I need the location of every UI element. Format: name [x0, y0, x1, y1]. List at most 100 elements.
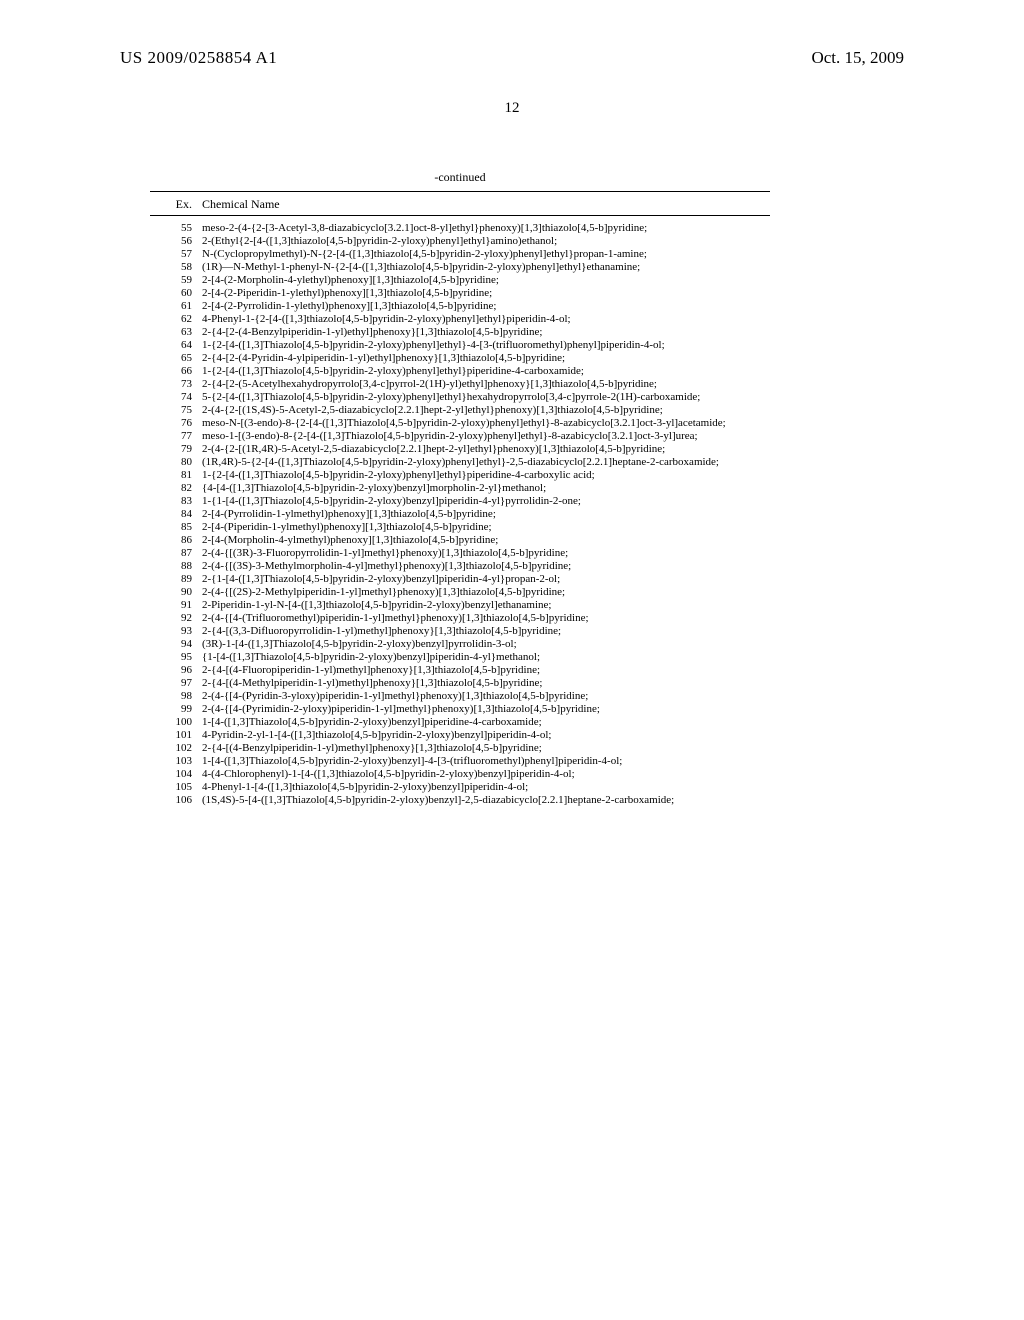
- cell-ex: 55: [150, 222, 202, 235]
- cell-ex: 102: [150, 742, 202, 755]
- chemical-names-table: -continued Ex. Chemical Name 55meso-2-(4…: [150, 170, 770, 807]
- cell-ex: 62: [150, 313, 202, 326]
- table-body: 55meso-2-(4-{2-[3-Acetyl-3,8-diazabicycl…: [150, 216, 770, 807]
- cell-ex: 96: [150, 664, 202, 677]
- cell-chemical-name: 1-[4-([1,3]Thiazolo[4,5-b]pyridin-2-ylox…: [202, 716, 770, 729]
- table-row: 82{4-[4-([1,3]Thiazolo[4,5-b]pyridin-2-y…: [150, 482, 770, 495]
- cell-chemical-name: 2-(4-{[4-(Pyrimidin-2-yloxy)piperidin-1-…: [202, 703, 770, 716]
- cell-ex: 89: [150, 573, 202, 586]
- cell-chemical-name: (1S,4S)-5-[4-([1,3]Thiazolo[4,5-b]pyridi…: [202, 794, 770, 807]
- cell-ex: 58: [150, 261, 202, 274]
- cell-ex: 94: [150, 638, 202, 651]
- table-row: 661-{2-[4-([1,3]Thiazolo[4,5-b]pyridin-2…: [150, 365, 770, 378]
- cell-chemical-name: 1-{2-[4-([1,3]Thiazolo[4,5-b]pyridin-2-y…: [202, 339, 770, 352]
- cell-chemical-name: 4-Pyridin-2-yl-1-[4-([1,3]thiazolo[4,5-b…: [202, 729, 770, 742]
- cell-ex: 91: [150, 599, 202, 612]
- cell-ex: 81: [150, 469, 202, 482]
- table-row: 592-[4-(2-Morpholin-4-ylethyl)phenoxy][1…: [150, 274, 770, 287]
- cell-chemical-name: 2-(4-{[(3R)-3-Fluoropyrrolidin-1-yl]meth…: [202, 547, 770, 560]
- col-header-name: Chemical Name: [202, 197, 770, 212]
- cell-ex: 92: [150, 612, 202, 625]
- table-row: 852-[4-(Piperidin-1-ylmethyl)phenoxy][1,…: [150, 521, 770, 534]
- table-row: 912-Piperidin-1-yl-N-[4-([1,3]thiazolo[4…: [150, 599, 770, 612]
- cell-chemical-name: 2-(4-{[(3S)-3-Methylmorpholin-4-yl]methy…: [202, 560, 770, 573]
- cell-ex: 59: [150, 274, 202, 287]
- cell-chemical-name: 2-{4-[(3,3-Difluoropyrrolidin-1-yl)methy…: [202, 625, 770, 638]
- cell-chemical-name: 2-[4-(2-Piperidin-1-ylethyl)phenoxy][1,3…: [202, 287, 770, 300]
- table-row: 831-{1-[4-([1,3]Thiazolo[4,5-b]pyridin-2…: [150, 495, 770, 508]
- cell-chemical-name: meso-1-[(3-endo)-8-{2-[4-([1,3]Thiazolo[…: [202, 430, 770, 443]
- table-row: 562-(Ethyl{2-[4-([1,3]thiazolo[4,5-b]pyr…: [150, 235, 770, 248]
- table-row: 76meso-N-[(3-endo)-8-{2-[4-([1,3]Thiazol…: [150, 417, 770, 430]
- cell-chemical-name: (3R)-1-[4-([1,3]Thiazolo[4,5-b]pyridin-2…: [202, 638, 770, 651]
- table-row: 882-(4-{[(3S)-3-Methylmorpholin-4-yl]met…: [150, 560, 770, 573]
- cell-chemical-name: 1-{2-[4-([1,3]Thiazolo[4,5-b]pyridin-2-y…: [202, 365, 770, 378]
- table-row: 1014-Pyridin-2-yl-1-[4-([1,3]thiazolo[4,…: [150, 729, 770, 742]
- table-row: 641-{2-[4-([1,3]Thiazolo[4,5-b]pyridin-2…: [150, 339, 770, 352]
- table-row: 106(1S,4S)-5-[4-([1,3]Thiazolo[4,5-b]pyr…: [150, 794, 770, 807]
- table-row: 95{1-[4-([1,3]Thiazolo[4,5-b]pyridin-2-y…: [150, 651, 770, 664]
- table-row: 77meso-1-[(3-endo)-8-{2-[4-([1,3]Thiazol…: [150, 430, 770, 443]
- cell-chemical-name: {1-[4-([1,3]Thiazolo[4,5-b]pyridin-2-ylo…: [202, 651, 770, 664]
- cell-ex: 100: [150, 716, 202, 729]
- cell-chemical-name: 2-[4-(Morpholin-4-ylmethyl)phenoxy][1,3]…: [202, 534, 770, 547]
- cell-ex: 99: [150, 703, 202, 716]
- cell-ex: 86: [150, 534, 202, 547]
- table-row: 624-Phenyl-1-{2-[4-([1,3]thiazolo[4,5-b]…: [150, 313, 770, 326]
- cell-ex: 73: [150, 378, 202, 391]
- cell-chemical-name: 2-{1-[4-([1,3]Thiazolo[4,5-b]pyridin-2-y…: [202, 573, 770, 586]
- table-row: 652-{4-[2-(4-Pyridin-4-ylpiperidin-1-yl)…: [150, 352, 770, 365]
- cell-chemical-name: 4-(4-Chlorophenyl)-1-[4-([1,3]thiazolo[4…: [202, 768, 770, 781]
- cell-ex: 75: [150, 404, 202, 417]
- publication-date: Oct. 15, 2009: [811, 48, 904, 68]
- cell-chemical-name: (1R,4R)-5-{2-[4-([1,3]Thiazolo[4,5-b]pyr…: [202, 456, 770, 469]
- table-row: 612-[4-(2-Pyrrolidin-1-ylethyl)phenoxy][…: [150, 300, 770, 313]
- cell-chemical-name: 2-(4-{[4-(Pyridin-3-yloxy)piperidin-1-yl…: [202, 690, 770, 703]
- table-row: 58(1R)—N-Methyl-1-phenyl-N-{2-[4-([1,3]t…: [150, 261, 770, 274]
- cell-chemical-name: 2-[4-(Piperidin-1-ylmethyl)phenoxy][1,3]…: [202, 521, 770, 534]
- cell-ex: 103: [150, 755, 202, 768]
- cell-chemical-name: 1-{2-[4-([1,3]Thiazolo[4,5-b]pyridin-2-y…: [202, 469, 770, 482]
- cell-chemical-name: 1-[4-([1,3]Thiazolo[4,5-b]pyridin-2-ylox…: [202, 755, 770, 768]
- cell-chemical-name: (1R)—N-Methyl-1-phenyl-N-{2-[4-([1,3]thi…: [202, 261, 770, 274]
- cell-ex: 80: [150, 456, 202, 469]
- page-header: US 2009/0258854 A1 Oct. 15, 2009: [0, 48, 1024, 68]
- cell-chemical-name: 2-{4-[2-(4-Pyridin-4-ylpiperidin-1-yl)et…: [202, 352, 770, 365]
- table-row: 902-(4-{[(2S)-2-Methylpiperidin-1-yl]met…: [150, 586, 770, 599]
- table-row: 972-{4-[(4-Methylpiperidin-1-yl)methyl]p…: [150, 677, 770, 690]
- table-row: 55meso-2-(4-{2-[3-Acetyl-3,8-diazabicycl…: [150, 222, 770, 235]
- cell-ex: 63: [150, 326, 202, 339]
- cell-chemical-name: 4-Phenyl-1-[4-([1,3]thiazolo[4,5-b]pyrid…: [202, 781, 770, 794]
- patent-id: US 2009/0258854 A1: [120, 48, 277, 68]
- table-row: 602-[4-(2-Piperidin-1-ylethyl)phenoxy][1…: [150, 287, 770, 300]
- cell-ex: 65: [150, 352, 202, 365]
- cell-ex: 61: [150, 300, 202, 313]
- cell-chemical-name: 2-{4-[2-(5-Acetylhexahydropyrrolo[3,4-c]…: [202, 378, 770, 391]
- table-row: 842-[4-(Pyrrolidin-1-ylmethyl)phenoxy][1…: [150, 508, 770, 521]
- table-row: 982-(4-{[4-(Pyridin-3-yloxy)piperidin-1-…: [150, 690, 770, 703]
- cell-chemical-name: 4-Phenyl-1-{2-[4-([1,3]thiazolo[4,5-b]py…: [202, 313, 770, 326]
- page-number: 12: [0, 100, 1024, 117]
- cell-ex: 106: [150, 794, 202, 807]
- cell-ex: 90: [150, 586, 202, 599]
- cell-chemical-name: meso-N-[(3-endo)-8-{2-[4-([1,3]Thiazolo[…: [202, 417, 770, 430]
- table-row: 962-{4-[(4-Fluoropiperidin-1-yl)methyl]p…: [150, 664, 770, 677]
- cell-chemical-name: 2-(Ethyl{2-[4-([1,3]thiazolo[4,5-b]pyrid…: [202, 235, 770, 248]
- cell-chemical-name: 2-(4-{2-[(1S,4S)-5-Acetyl-2,5-diazabicyc…: [202, 404, 770, 417]
- cell-chemical-name: N-(Cyclopropylmethyl)-N-{2-[4-([1,3]thia…: [202, 248, 770, 261]
- table-row: 1054-Phenyl-1-[4-([1,3]thiazolo[4,5-b]py…: [150, 781, 770, 794]
- cell-ex: 105: [150, 781, 202, 794]
- cell-ex: 97: [150, 677, 202, 690]
- cell-ex: 83: [150, 495, 202, 508]
- table-row: 57N-(Cyclopropylmethyl)-N-{2-[4-([1,3]th…: [150, 248, 770, 261]
- table-row: 1022-{4-[(4-Benzylpiperidin-1-yl)methyl]…: [150, 742, 770, 755]
- table-row: 1031-[4-([1,3]Thiazolo[4,5-b]pyridin-2-y…: [150, 755, 770, 768]
- table-rule-top: [150, 191, 770, 192]
- cell-ex: 88: [150, 560, 202, 573]
- table-row: 992-(4-{[4-(Pyrimidin-2-yloxy)piperidin-…: [150, 703, 770, 716]
- cell-chemical-name: 2-{4-[(4-Methylpiperidin-1-yl)methyl]phe…: [202, 677, 770, 690]
- cell-chemical-name: 2-[4-(Pyrrolidin-1-ylmethyl)phenoxy][1,3…: [202, 508, 770, 521]
- cell-ex: 74: [150, 391, 202, 404]
- table-row: 1001-[4-([1,3]Thiazolo[4,5-b]pyridin-2-y…: [150, 716, 770, 729]
- cell-ex: 98: [150, 690, 202, 703]
